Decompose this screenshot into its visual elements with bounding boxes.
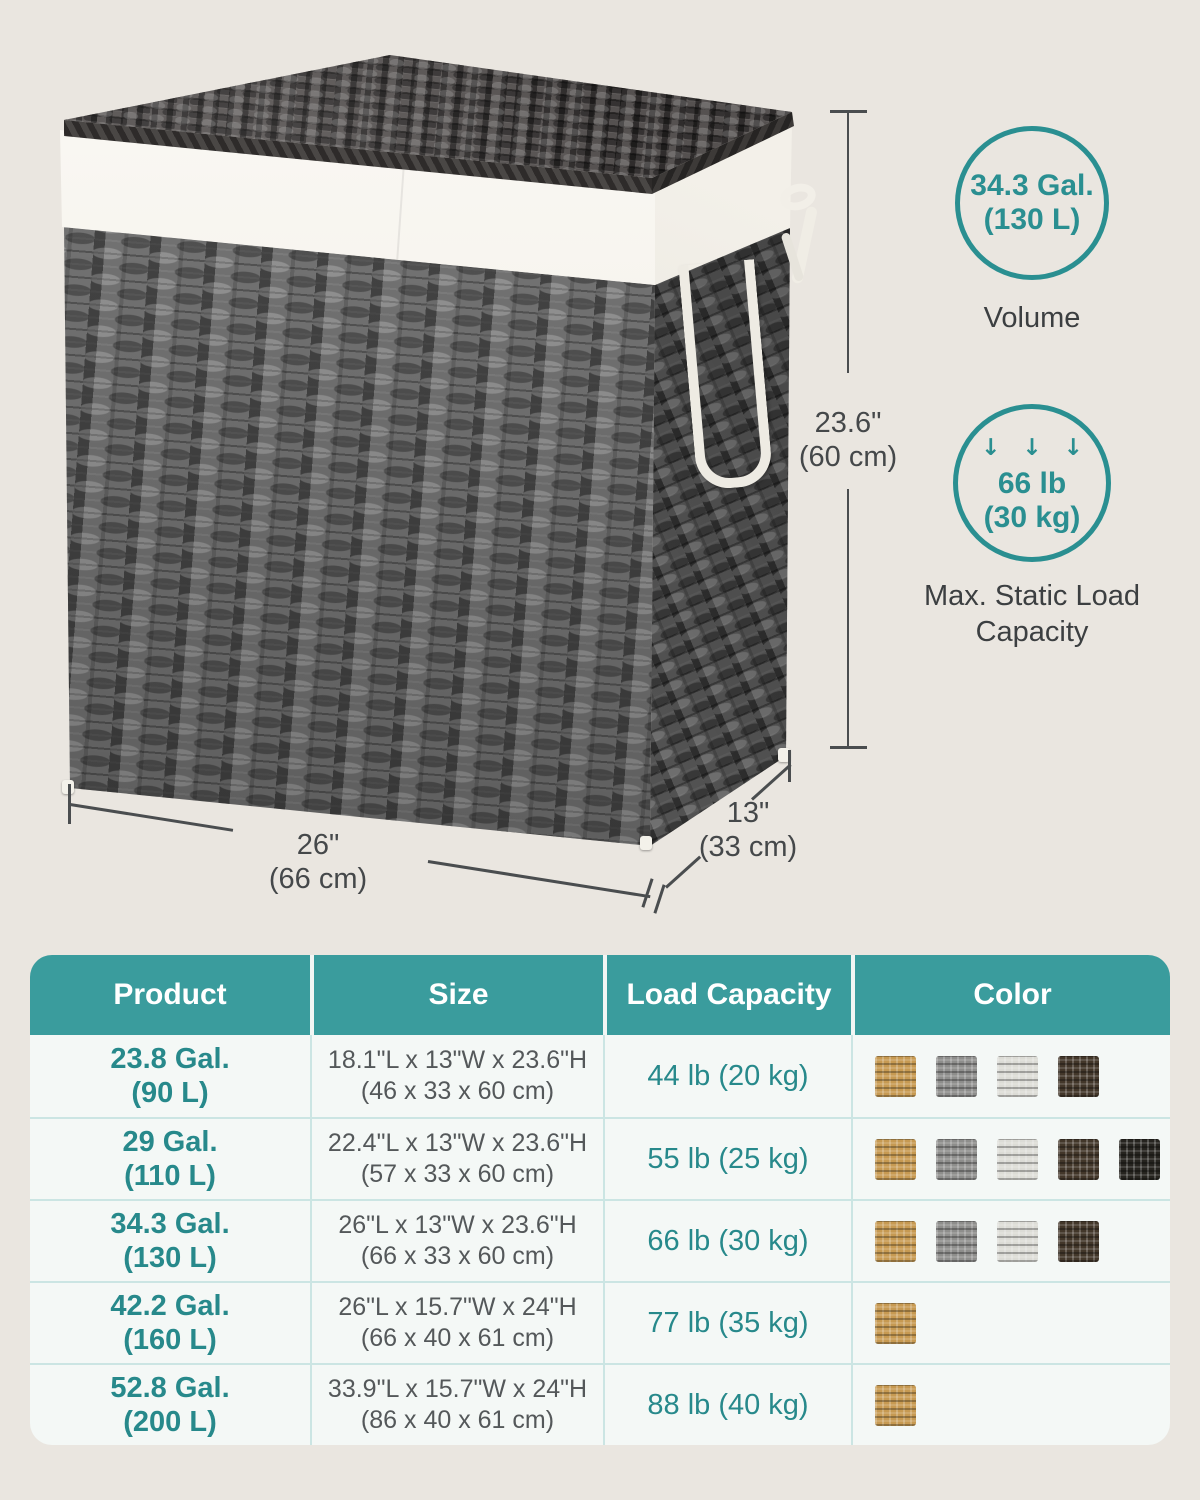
color-cell xyxy=(851,1201,1170,1281)
load-cell: 44 lb (20 kg) xyxy=(603,1035,851,1117)
table-row: 34.3 Gal. (130 L) 26"L x 13"W x 23.6"H (… xyxy=(30,1199,1170,1281)
size-cell: 26"L x 15.7"W x 24"H (66 x 40 x 61 cm) xyxy=(310,1283,603,1363)
table-row: 29 Gal. (110 L) 22.4"L x 13"W x 23.6"H (… xyxy=(30,1117,1170,1199)
volume-value: 34.3 Gal. xyxy=(970,169,1094,202)
color-swatch-gray xyxy=(936,1055,977,1097)
column-header-color: Color xyxy=(851,955,1170,1035)
dimension-line xyxy=(847,113,849,373)
spec-table-body: 23.8 Gal. (90 L) 18.1"L x 13"W x 23.6"H … xyxy=(30,1035,1170,1445)
dimension-line xyxy=(427,860,651,899)
product-cell: 29 Gal. (110 L) xyxy=(122,1126,218,1192)
product-cell: 23.8 Gal. (90 L) xyxy=(110,1043,230,1109)
size-cell: 26"L x 13"W x 23.6"H (66 x 33 x 60 cm) xyxy=(310,1201,603,1281)
width-label: 26" (66 cm) xyxy=(268,829,368,895)
color-cell xyxy=(851,1283,1170,1363)
load-cell: 66 lb (30 kg) xyxy=(603,1201,851,1281)
dimension-cap xyxy=(830,746,867,749)
volume-metric: (130 L) xyxy=(983,203,1081,236)
color-swatch-camel xyxy=(875,1138,916,1180)
hamper-foot xyxy=(640,836,652,850)
color-swatch-brown xyxy=(1058,1220,1099,1262)
size-cell: 18.1"L x 13"W x 23.6"H (46 x 33 x 60 cm) xyxy=(310,1035,603,1117)
color-swatch-white xyxy=(997,1220,1038,1262)
dimension-tick xyxy=(788,750,791,782)
color-swatch-gray xyxy=(936,1220,977,1262)
color-swatch-camel xyxy=(875,1384,916,1426)
color-swatch-brown xyxy=(1058,1055,1099,1097)
load-cell: 88 lb (40 kg) xyxy=(603,1365,851,1445)
size-cell: 33.9"L x 15.7"W x 24"H (86 x 40 x 61 cm) xyxy=(310,1365,603,1445)
load-metric: (30 kg) xyxy=(983,501,1081,534)
color-swatch-white xyxy=(997,1055,1038,1097)
volume-badge: 34.3 Gal. (130 L) xyxy=(955,126,1109,280)
color-swatch-gray xyxy=(936,1138,977,1180)
color-swatch-camel xyxy=(875,1302,916,1344)
product-cell: 34.3 Gal. (130 L) xyxy=(110,1208,230,1274)
dimension-tick xyxy=(653,884,666,914)
load-cell: 77 lb (35 kg) xyxy=(603,1283,851,1363)
spec-table-header: Product Size Load Capacity Color xyxy=(30,955,1170,1035)
hamper-foot xyxy=(778,748,790,762)
color-cell xyxy=(851,1365,1170,1445)
load-value: 66 lb xyxy=(997,467,1067,500)
product-cell: 52.8 Gal. (200 L) xyxy=(110,1372,230,1438)
dimension-line xyxy=(847,489,849,747)
load-capacity-badge: ↓ ↓ ↓ 66 lb (30 kg) xyxy=(953,404,1111,562)
table-row: 23.8 Gal. (90 L) 18.1"L x 13"W x 23.6"H … xyxy=(30,1035,1170,1117)
height-label: 23.6" (60 cm) xyxy=(798,407,898,473)
product-cell: 42.2 Gal. (160 L) xyxy=(110,1290,230,1356)
dimension-tick xyxy=(641,878,654,908)
volume-caption: Volume xyxy=(983,302,1081,334)
table-row: 52.8 Gal. (200 L) 33.9"L x 15.7"W x 24"H… xyxy=(30,1363,1170,1445)
color-swatch-camel xyxy=(875,1055,916,1097)
color-swatch-white xyxy=(997,1138,1038,1180)
load-cell: 55 lb (25 kg) xyxy=(603,1119,851,1199)
color-cell xyxy=(851,1035,1170,1117)
color-swatch-camel xyxy=(875,1220,916,1262)
dimension-cap xyxy=(830,110,867,113)
dimension-line xyxy=(69,803,234,832)
color-cell xyxy=(851,1119,1170,1199)
color-swatch-brown xyxy=(1058,1138,1099,1180)
depth-label: 13" (33 cm) xyxy=(698,797,798,863)
color-swatch-black xyxy=(1119,1138,1160,1180)
column-header-product: Product xyxy=(113,978,227,1011)
table-row: 42.2 Gal. (160 L) 26"L x 15.7"W x 24"H (… xyxy=(30,1281,1170,1363)
column-header-size: Size xyxy=(310,955,603,1035)
size-cell: 22.4"L x 13"W x 23.6"H (57 x 33 x 60 cm) xyxy=(310,1119,603,1199)
spec-table: Product Size Load Capacity Color 23.8 Ga… xyxy=(30,955,1170,1445)
column-header-load-capacity: Load Capacity xyxy=(603,955,851,1035)
dimension-cap xyxy=(68,784,71,824)
down-arrows-icon: ↓ ↓ ↓ xyxy=(981,435,1090,461)
load-capacity-caption: Max. Static Load Capacity xyxy=(924,580,1140,648)
